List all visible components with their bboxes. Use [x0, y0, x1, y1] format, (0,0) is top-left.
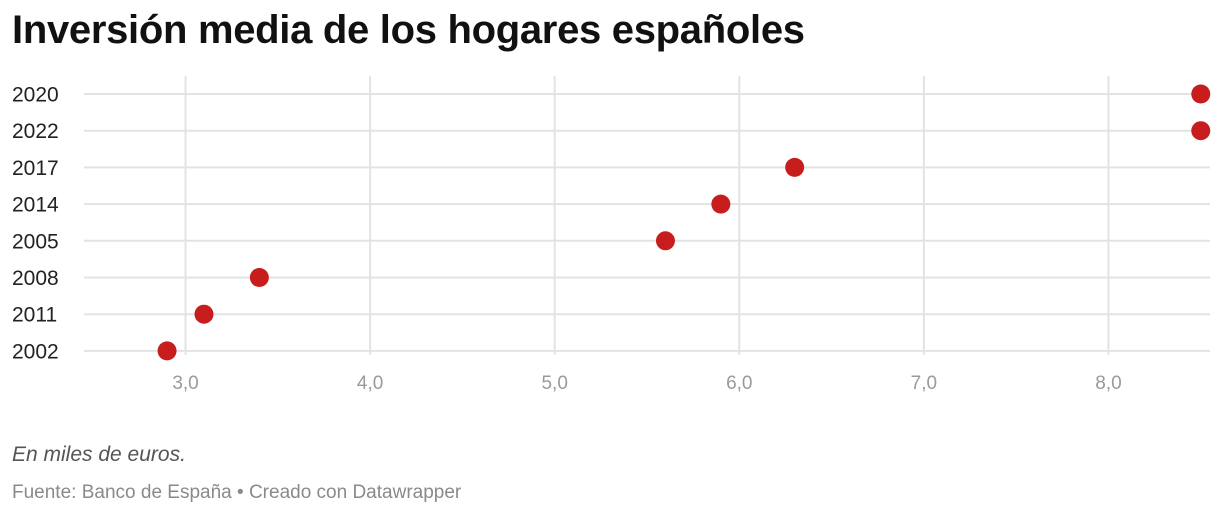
- year-label: 2017: [12, 157, 59, 180]
- gridlines: [84, 76, 1210, 355]
- year-label: 2022: [12, 120, 59, 143]
- source-separator: •: [237, 482, 244, 503]
- chart-notes: En miles de euros.: [12, 443, 186, 466]
- x-tick-label: 7,0: [911, 373, 937, 394]
- data-point-2022: [1191, 121, 1211, 141]
- x-tick-label: 8,0: [1095, 373, 1121, 394]
- year-label: 2002: [12, 340, 59, 363]
- year-label: 2020: [12, 84, 59, 107]
- data-point-2017: [785, 157, 805, 177]
- x-tick-label: 5,0: [541, 373, 567, 394]
- data-point-2011: [194, 304, 214, 324]
- year-labels: 2020 2022 2017 2014 2005 2008 2011 2002: [12, 84, 59, 364]
- chart-title: Inversión media de los hogares españoles: [12, 8, 805, 52]
- source-credit: Creado con Datawrapper: [248, 482, 462, 503]
- data-point-2014: [711, 194, 731, 214]
- year-label: 2014: [12, 194, 59, 217]
- dot-plot: 2020 2022 2017 2014 2005 2008 2011 2002 3,0 4,0 5…: [12, 76, 1211, 394]
- source-name: Banco de España: [81, 482, 232, 503]
- data-point-2002: [157, 341, 177, 361]
- data-point-2005: [655, 231, 675, 251]
- x-axis-tick-labels: 3,0 4,0 5,0 6,0 7,0 8,0: [172, 373, 1121, 394]
- source-label: Fuente:: [12, 482, 77, 503]
- x-tick-label: 3,0: [172, 373, 198, 394]
- chart-source: Fuente: Banco de España • Creado con Dat…: [12, 482, 461, 504]
- year-label: 2008: [12, 267, 59, 290]
- data-points: [157, 84, 1211, 361]
- x-tick-label: 6,0: [726, 373, 752, 394]
- data-point-2008: [249, 268, 269, 287]
- year-label: 2005: [12, 230, 59, 253]
- x-tick-label: 4,0: [357, 373, 383, 394]
- year-label: 2011: [12, 304, 57, 327]
- data-point-2020: [1191, 84, 1211, 104]
